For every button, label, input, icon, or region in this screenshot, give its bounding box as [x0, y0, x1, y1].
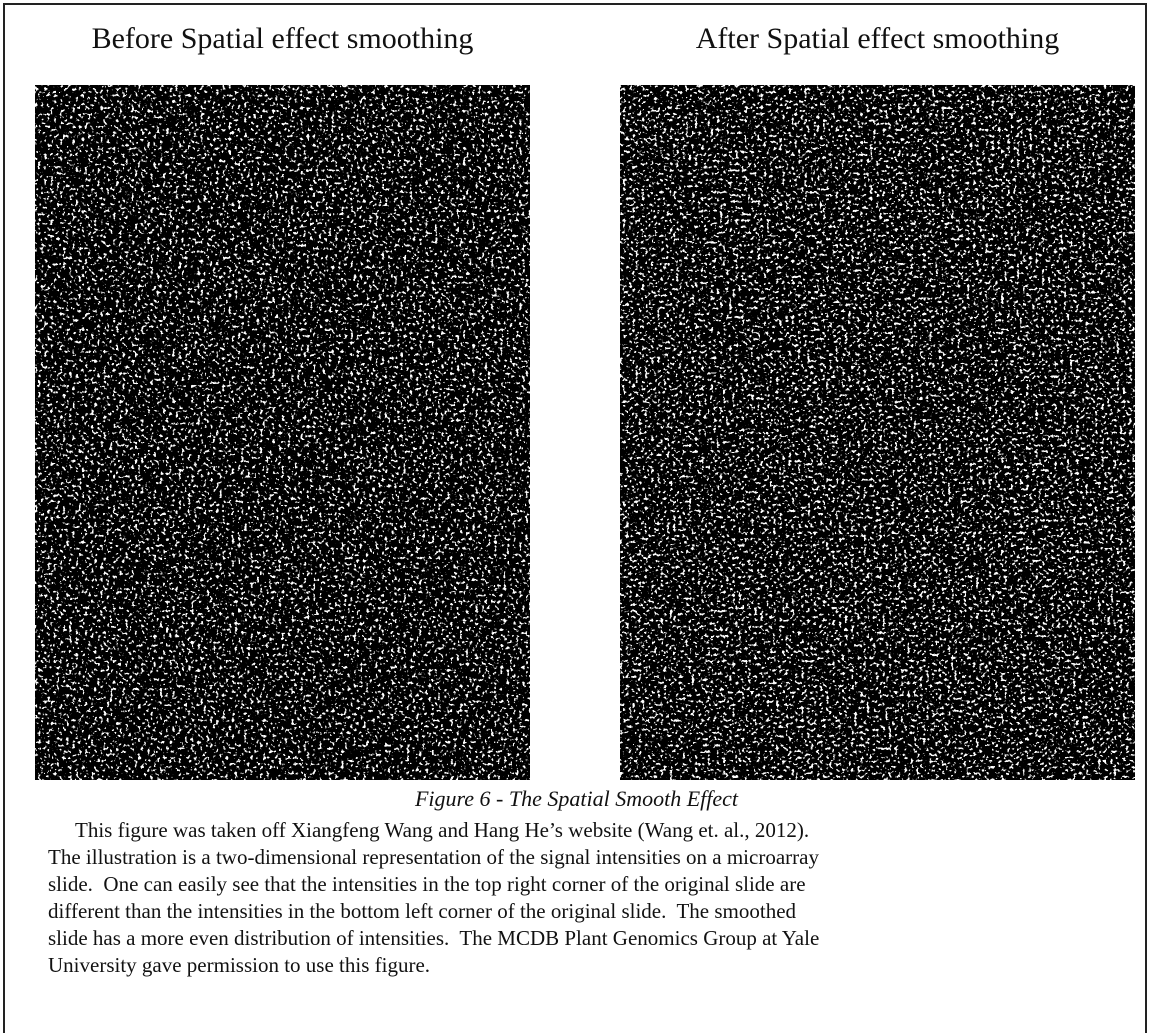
- microarray-image: [620, 85, 1135, 780]
- paragraph-line: slide has a more even distribution of in…: [48, 926, 819, 951]
- paragraph-line: The illustration is a two-dimensional re…: [48, 845, 819, 870]
- panel-title: After Spatial effect smoothing: [620, 22, 1135, 56]
- figure-caption: Figure 6 - The Spatial Smooth Effect: [0, 786, 1153, 812]
- paragraph-line: This figure was taken off Xiangfeng Wang…: [75, 818, 809, 843]
- paragraph-line: different than the intensities in the bo…: [48, 899, 796, 924]
- paragraph-line: University gave permission to use this f…: [48, 953, 430, 978]
- paragraph-line: slide. One can easily see that the inten…: [48, 872, 806, 897]
- panel-title: Before Spatial effect smoothing: [35, 22, 530, 56]
- page: Before Spatial effect smoothing After Sp…: [0, 0, 1153, 1018]
- microarray-image: [35, 85, 530, 780]
